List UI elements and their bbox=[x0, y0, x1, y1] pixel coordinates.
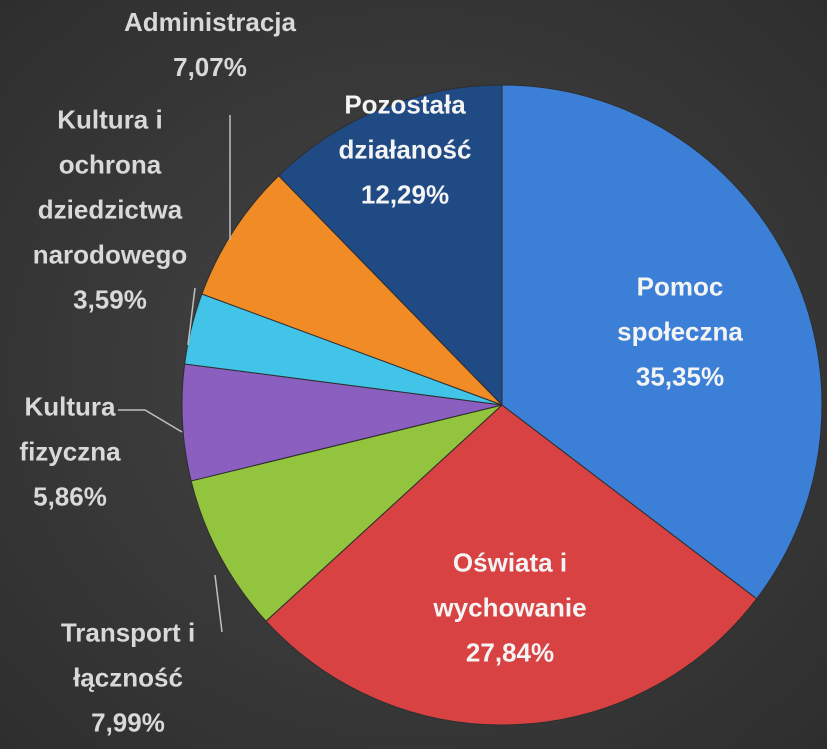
category-label: Pomoc społeczna bbox=[617, 271, 743, 347]
slice-label: Pomoc społeczna 35,35% bbox=[585, 265, 775, 400]
slice-label: Pozostała działaność 12,29% bbox=[305, 83, 505, 218]
category-label: Transport i łączność bbox=[60, 617, 196, 693]
value-label: 5,86% bbox=[33, 481, 107, 512]
value-label: 3,59% bbox=[73, 284, 147, 315]
pie-slice bbox=[190, 404, 503, 622]
slice-label: Kultura fizyczna 5,86% bbox=[5, 385, 135, 520]
value-label: 7,07% bbox=[173, 52, 247, 82]
value-label: 12,29% bbox=[360, 179, 450, 210]
pie-slice bbox=[501, 84, 823, 600]
value-label: 27,84% bbox=[465, 637, 555, 668]
slice-label: Kultura i ochrona dziedzictwa narodowego… bbox=[10, 98, 210, 323]
slice-label: Administracja 7,07% bbox=[80, 0, 340, 90]
category-label: Kultura fizyczna bbox=[19, 391, 121, 467]
leader-line bbox=[214, 574, 223, 633]
value-label: 35,35% bbox=[635, 361, 725, 392]
category-label: Administracja bbox=[124, 7, 296, 37]
pie-slice bbox=[278, 84, 503, 407]
pie-slice bbox=[201, 175, 503, 406]
slice-label: Oświata i wychowanie 27,84% bbox=[405, 541, 615, 676]
category-label: Oświata i wychowanie bbox=[433, 547, 587, 623]
leader-line bbox=[118, 409, 183, 433]
category-label: Pozostała działaność bbox=[338, 89, 472, 165]
value-label: 7,99% bbox=[91, 707, 165, 738]
category-label: Kultura i ochrona dziedzictwa narodowego bbox=[32, 104, 188, 270]
leader-line bbox=[187, 287, 196, 346]
slice-label: Transport i łączność 7,99% bbox=[28, 611, 228, 746]
pie-slice bbox=[265, 404, 758, 726]
